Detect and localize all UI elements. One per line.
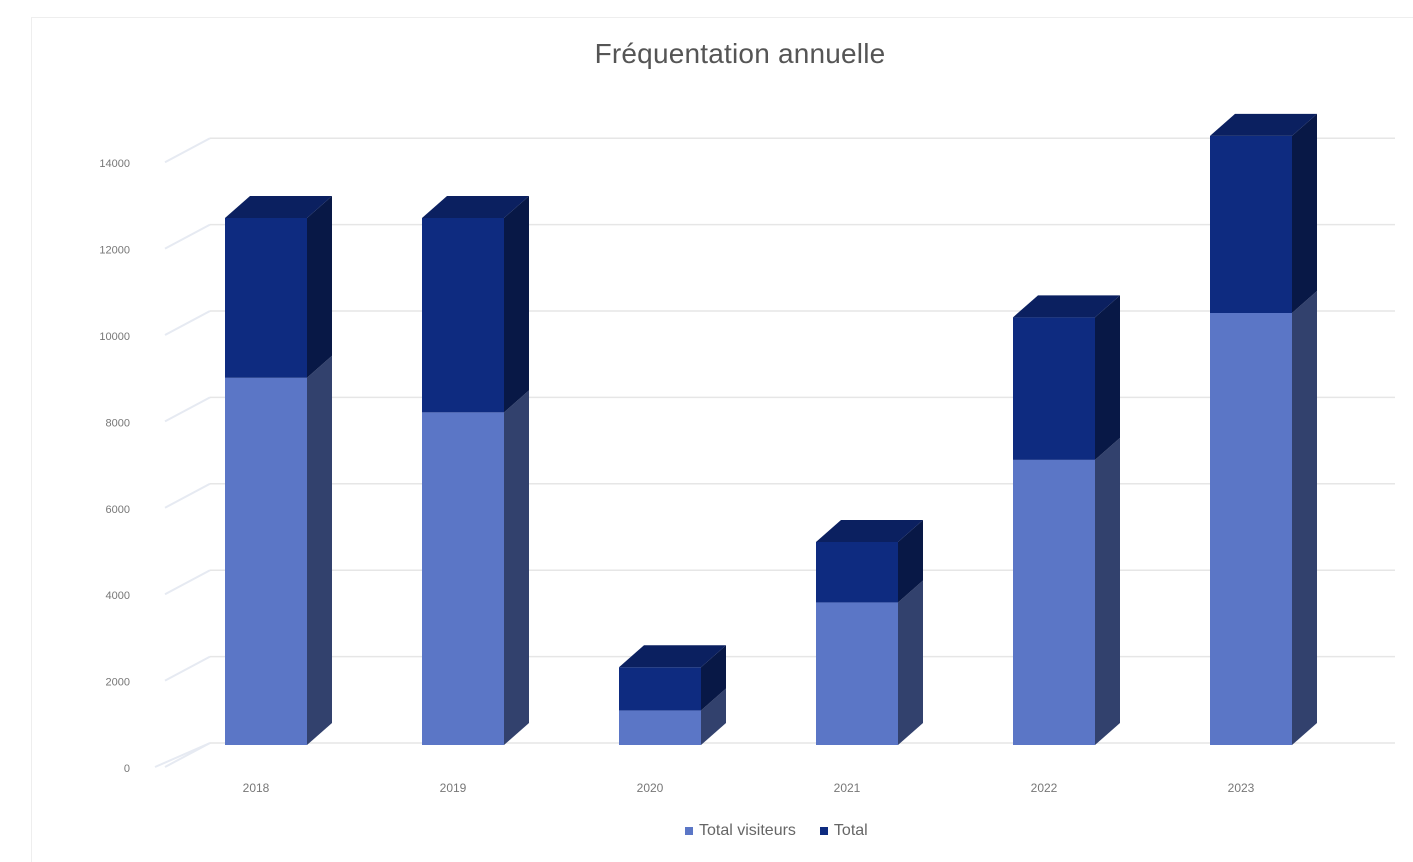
x-tick-label-2019: 2019 bbox=[440, 781, 467, 795]
legend-swatch-series-1 bbox=[819, 827, 828, 835]
y-tick-label-1: 2000 bbox=[106, 677, 130, 689]
bar-side-2023-series-0 bbox=[1292, 291, 1317, 745]
gridline-diagonal-7 bbox=[164, 137, 211, 164]
bar-side-2018-series-0 bbox=[307, 355, 332, 745]
x-axis-ticks: 2018 2019 2020 2021 2022 2023 bbox=[243, 781, 1255, 795]
bar-2022-series-1 bbox=[1013, 317, 1095, 460]
bar-stack-2020 bbox=[619, 645, 726, 745]
bar-side-2020-series-0 bbox=[701, 688, 726, 745]
gridline-diagonal-2 bbox=[164, 569, 211, 596]
bar-top-2020 bbox=[619, 645, 726, 668]
bar-top-2022 bbox=[1013, 295, 1120, 318]
grid-layer bbox=[154, 137, 1395, 768]
bar-top-2018 bbox=[225, 195, 332, 218]
bar-top-2019 bbox=[422, 195, 529, 218]
bar-top-2023 bbox=[1210, 113, 1317, 136]
bar-2018-series-1 bbox=[225, 217, 307, 378]
legend-swatch-series-0 bbox=[685, 827, 693, 835]
x-tick-label-2020: 2020 bbox=[637, 781, 664, 795]
gridline-diagonal-1 bbox=[164, 655, 211, 682]
bar-side-2021-series-1 bbox=[898, 519, 923, 603]
gridline-diagonal-3 bbox=[164, 482, 211, 509]
bar-2019-series-0 bbox=[422, 412, 504, 745]
bar-2019-series-1 bbox=[422, 217, 504, 413]
x-tick-label-2021: 2021 bbox=[834, 781, 861, 795]
legend-item-series-1[interactable]: Total bbox=[819, 822, 868, 840]
bar-stack-2019 bbox=[422, 195, 529, 745]
y-tick-label-5: 10000 bbox=[99, 331, 130, 343]
bar-2022-series-0 bbox=[1013, 459, 1095, 745]
bar-2020-series-0 bbox=[619, 710, 701, 745]
bar-side-2020-series-1 bbox=[701, 645, 726, 711]
bar-side-2022-series-0 bbox=[1095, 437, 1120, 745]
bar-side-2018-series-1 bbox=[307, 195, 332, 378]
legend-label-series-0: Total visiteurs bbox=[699, 822, 796, 839]
bar-2023-series-1 bbox=[1210, 135, 1292, 313]
bar-side-2019-series-1 bbox=[504, 195, 529, 413]
floor-diagonal bbox=[154, 742, 211, 768]
gridline-diagonal-5 bbox=[164, 310, 211, 336]
bar-stack-2021 bbox=[816, 519, 923, 745]
x-tick-label-2023: 2023 bbox=[1228, 781, 1255, 795]
y-tick-label-4: 8000 bbox=[106, 417, 130, 429]
x-tick-label-2018: 2018 bbox=[243, 781, 270, 795]
y-axis-ticks: 0 2000 4000 6000 8000 10000 12000 14000 bbox=[99, 158, 130, 775]
y-tick-label-3: 6000 bbox=[106, 504, 130, 516]
gridline-diagonal-4 bbox=[164, 396, 211, 423]
bar-side-2022-series-1 bbox=[1095, 295, 1120, 460]
bar-2021-series-1 bbox=[816, 541, 898, 603]
bar-stack-2022 bbox=[1013, 295, 1120, 745]
x-tick-label-2022: 2022 bbox=[1031, 781, 1058, 795]
y-tick-label-0: 0 bbox=[124, 763, 130, 775]
legend-label-series-1: Total bbox=[833, 822, 868, 839]
y-tick-label-7: 14000 bbox=[99, 158, 130, 170]
legend: Total visiteurs Total bbox=[685, 822, 868, 840]
bar-side-2021-series-0 bbox=[898, 580, 923, 745]
bar-side-2019-series-0 bbox=[504, 390, 529, 745]
bar-2018-series-0 bbox=[225, 377, 307, 745]
bars-layer bbox=[225, 113, 1317, 745]
y-tick-label-6: 12000 bbox=[99, 245, 130, 257]
y-tick-label-2: 4000 bbox=[106, 590, 130, 602]
legend-item-series-0[interactable]: Total visiteurs bbox=[685, 822, 796, 840]
bar-side-2023-series-1 bbox=[1292, 113, 1317, 313]
bar-stack-2023 bbox=[1210, 113, 1317, 745]
gridline-diagonal-6 bbox=[164, 223, 211, 250]
bar-stack-2018 bbox=[225, 195, 332, 745]
bar-top-2021 bbox=[816, 519, 923, 542]
bar-2020-series-1 bbox=[619, 667, 701, 711]
bar-2021-series-0 bbox=[816, 602, 898, 745]
chart-title: Fréquentation annuelle bbox=[594, 38, 886, 69]
bar-2023-series-0 bbox=[1210, 313, 1292, 745]
